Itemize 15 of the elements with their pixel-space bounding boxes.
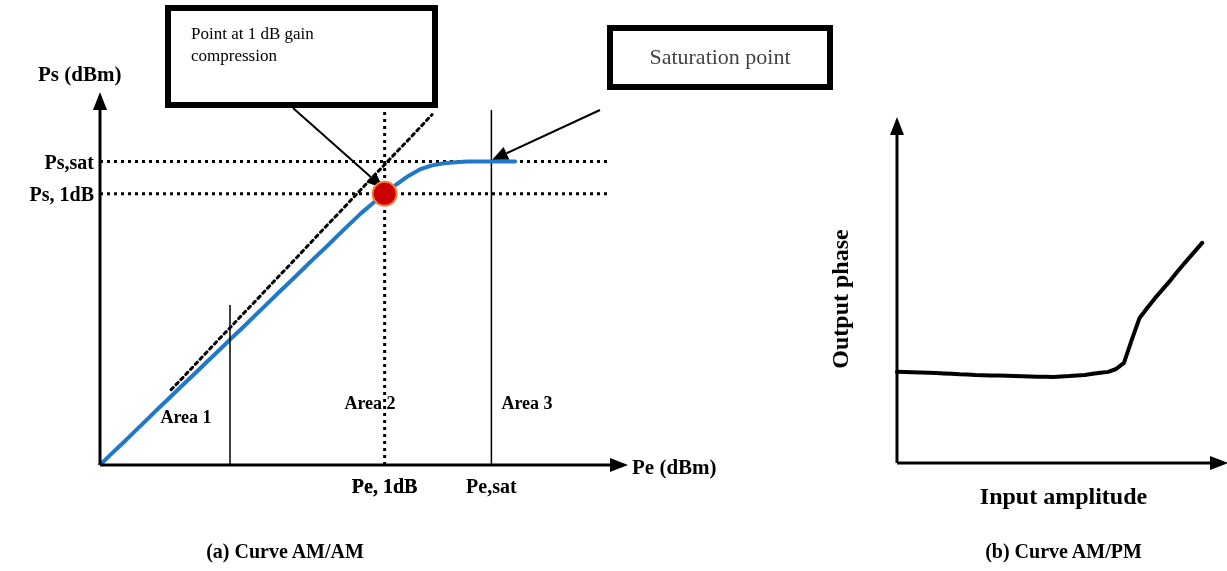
x-tick-label: Pe, 1dB bbox=[351, 475, 418, 498]
annotation: Area 3 bbox=[501, 392, 553, 414]
y-axis-title: Ps (dBm) bbox=[38, 62, 122, 87]
x-tick-label: Pe,sat bbox=[466, 475, 517, 498]
ref-line-label: Ps, 1dB bbox=[29, 182, 94, 205]
annotation: Area 1 bbox=[160, 406, 212, 428]
x-axis-title: Pe (dBm) bbox=[632, 455, 717, 480]
text: Point at 1 dB gain compression bbox=[165, 5, 438, 108]
text: Saturation point bbox=[607, 25, 833, 90]
text: (b) Curve AM/PM bbox=[985, 540, 1142, 563]
x-axis-title: Input amplitude bbox=[979, 483, 1148, 510]
y-axis-title: Output phase bbox=[826, 229, 854, 369]
text: (a) Curve AM/AM bbox=[206, 540, 364, 563]
ref-line-label: Ps,sat bbox=[44, 150, 95, 173]
annotation: Area 2 bbox=[344, 392, 396, 414]
